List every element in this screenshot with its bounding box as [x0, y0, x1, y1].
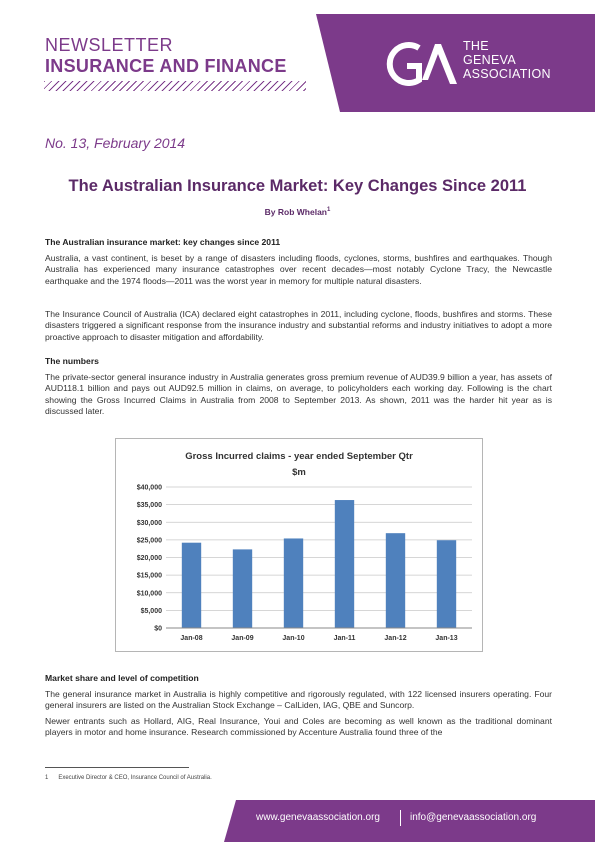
chart-y-tick-label: $30,000	[137, 520, 162, 527]
paragraph-overview-2: The Insurance Council of Australia (ICA)…	[45, 309, 552, 342]
footnote-number: 1	[45, 775, 49, 781]
chart-x-tick-label: Jan-08	[180, 635, 202, 642]
chart-bar	[385, 533, 406, 628]
chart-y-tick-labels: $0 $5,000 $10,000 $15,000 $20,000 $25,000 $30,…	[137, 485, 162, 633]
chart-gridlines	[166, 486, 472, 629]
chart-bar	[181, 542, 202, 628]
chart-x-tick-label: Jan-09	[231, 635, 253, 642]
footnote-text: Executive Director & CEO, Insurance Coun…	[58, 775, 212, 781]
footnote: 1 Executive Director & CEO, Insurance Cou…	[45, 775, 212, 781]
newsletter-subject: INSURANCE AND FINANCE	[45, 56, 287, 76]
paragraph-numbers-1: The private-sector general insurance ind…	[45, 372, 552, 416]
chart-x-tick-label: Jan-11	[334, 635, 356, 642]
newsletter-label: NEWSLETTER	[45, 35, 174, 55]
logo-line-1: THE	[463, 39, 489, 53]
paragraph-overview-1: Australia, a vast continent, is beset by…	[45, 253, 552, 286]
section-heading-market-share: Market share and level of competition	[45, 673, 199, 683]
claims-chart: Gross Incurred claims - year ended Septe…	[115, 438, 483, 652]
header-band: NEWSLETTER INSURANCE AND FINANCE THE GEN…	[0, 0, 595, 112]
chart-x-tick-label: Jan-12	[384, 635, 406, 642]
chart-bar	[334, 500, 355, 628]
logo-line-2: GENEVA	[463, 53, 516, 67]
footer-separator	[400, 810, 401, 826]
paragraph-market-share-1: The general insurance market in Australi…	[45, 689, 552, 711]
section-heading-overview: The Australian insurance market: key cha…	[45, 237, 281, 247]
chart-subtitle: $m	[292, 467, 306, 478]
issue-number: No. 13, February 2014	[45, 135, 186, 151]
chart-bars	[181, 500, 457, 628]
footnote-ref[interactable]: 1	[327, 207, 331, 214]
header-purple-shape	[316, 14, 595, 112]
logo-line-3: ASSOCIATION	[463, 67, 551, 81]
footnote-divider	[45, 767, 189, 768]
chart-bar	[436, 540, 457, 628]
chart-x-tick-labels: Jan-08 Jan-09 Jan-10 Jan-11 Jan-12 Jan-13	[180, 635, 457, 642]
geneva-logo-text: THE GENEVA ASSOCIATION	[463, 39, 551, 81]
footer-purple-band	[224, 800, 595, 842]
chart-bar	[232, 549, 253, 628]
footer-website-link[interactable]: www.genevaassociation.org	[256, 812, 380, 823]
chart-x-tick-label: Jan-13	[435, 635, 457, 642]
hatch-decoration	[44, 81, 306, 91]
chart-title: Gross Incurred claims - year ended Septe…	[185, 451, 413, 462]
chart-y-tick-label: $5,000	[141, 608, 163, 615]
article-title: The Australian Insurance Market: Key Cha…	[68, 177, 527, 195]
paragraph-market-share-2: Newer entrants such as Hollard, AIG, Rea…	[45, 716, 552, 738]
section-heading-numbers: The numbers	[45, 356, 99, 366]
chart-y-tick-label: $40,000	[137, 485, 162, 492]
chart-y-tick-label: $35,000	[137, 502, 162, 509]
chart-y-tick-label: $10,000	[137, 590, 162, 597]
chart-bar	[283, 538, 304, 628]
chart-x-tick-label: Jan-10	[282, 635, 304, 642]
byline: By Rob Whelan1	[40, 207, 555, 217]
byline-author: By Rob Whelan	[264, 207, 327, 217]
chart-y-tick-label: $20,000	[137, 555, 162, 562]
chart-y-tick-label: $25,000	[137, 537, 162, 544]
chart-y-tick-label: $15,000	[137, 573, 162, 580]
claims-chart-svg: Gross Incurred claims - year ended Septe…	[137, 451, 472, 642]
chart-y-tick-label: $0	[154, 626, 162, 633]
footer-email-link[interactable]: info@genevaassociation.org	[410, 812, 537, 823]
geneva-logo-icon	[386, 42, 457, 86]
